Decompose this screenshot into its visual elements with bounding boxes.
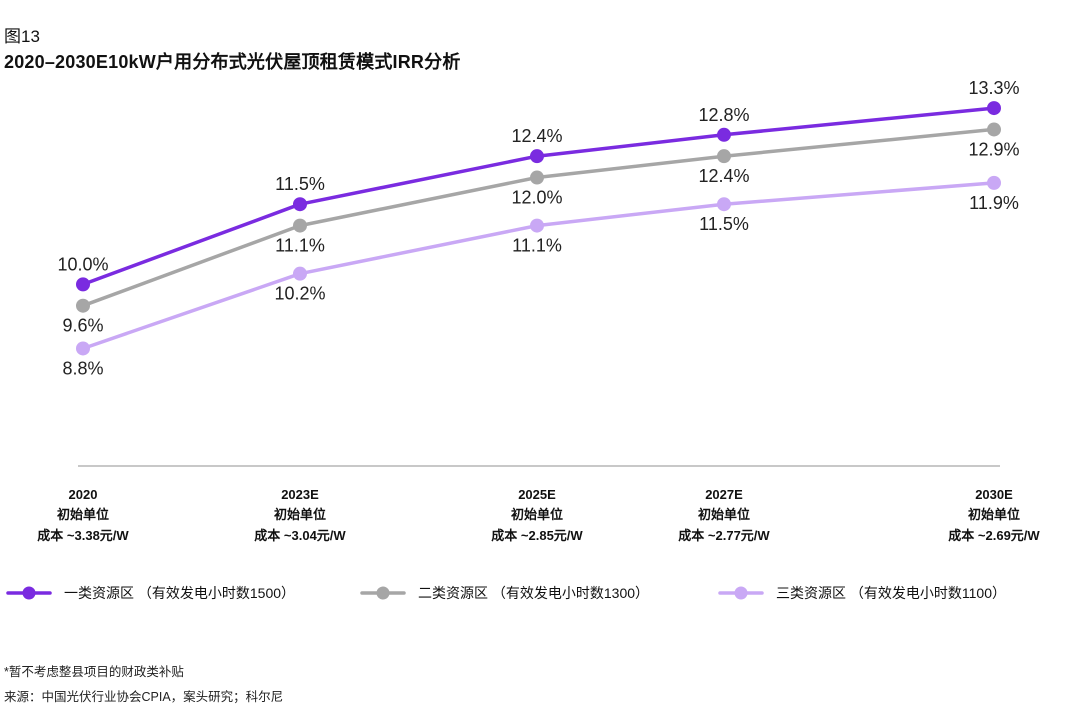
data-label-3: 11.9%: [969, 193, 1019, 213]
footnote-note: *暂不考虑整县项目的财政类补贴: [4, 665, 184, 679]
data-label-2: 12.4%: [698, 166, 749, 186]
data-label-3: 11.1%: [512, 236, 562, 256]
data-label-3: 10.2%: [274, 284, 325, 304]
data-point-1: [76, 277, 90, 292]
legend-label-3: 三类资源区 （有效发电小时数1100）: [776, 585, 1006, 601]
x-tick-label-line1: 初始单位: [274, 507, 326, 522]
data-point-3: [293, 266, 307, 281]
x-tick-label-year: 2030E: [975, 487, 1013, 502]
data-point-1: [987, 101, 1001, 116]
legend-marker-2: [376, 586, 390, 600]
x-tick-label-line1: 初始单位: [968, 507, 1020, 522]
x-tick-label-line1: 初始单位: [698, 507, 750, 522]
data-label-3: 11.5%: [699, 214, 749, 234]
data-label-3: 8.8%: [62, 358, 103, 378]
data-point-3: [717, 197, 731, 212]
legend-marker-3: [734, 586, 748, 600]
data-point-1: [530, 149, 544, 164]
x-tick-label-line2: 成本 ~2.85元/W: [491, 528, 583, 543]
data-point-2: [76, 298, 90, 313]
chart-title: 2020–2030E10kW户用分布式光伏屋顶租赁模式IRR分析: [4, 52, 461, 72]
x-tick-label-line1: 初始单位: [57, 507, 109, 522]
legend-label-1: 一类资源区 （有效发电小时数1500）: [64, 585, 295, 601]
data-point-2: [293, 218, 307, 233]
figure-label: 图13: [4, 27, 40, 46]
data-point-2: [530, 170, 544, 185]
series-line-3: [81, 181, 996, 351]
legend-marker-1: [22, 586, 36, 600]
x-tick-label-line2: 成本 ~2.69元/W: [948, 528, 1040, 543]
data-label-1: 12.4%: [511, 126, 562, 146]
legend-label-2: 二类资源区 （有效发电小时数1300）: [418, 585, 649, 601]
data-point-1: [293, 197, 307, 212]
data-label-1: 11.5%: [275, 174, 325, 194]
footnote-source: 来源：中国光伏行业协会CPIA，案头研究；科尔尼: [4, 690, 284, 704]
x-tick-label-year: 2020: [69, 487, 98, 502]
data-label-2: 11.1%: [275, 236, 325, 256]
data-point-3: [530, 218, 544, 233]
x-tick-label-year: 2023E: [281, 487, 319, 502]
data-label-2: 12.0%: [511, 188, 562, 208]
data-label-1: 12.8%: [698, 105, 749, 125]
data-label-1: 10.0%: [57, 254, 108, 274]
x-tick-label-line1: 初始单位: [511, 507, 563, 522]
x-tick-label-line2: 成本 ~3.38元/W: [37, 528, 129, 543]
x-tick-label-line2: 成本 ~3.04元/W: [254, 528, 346, 543]
data-label-2: 12.9%: [968, 139, 1019, 159]
data-point-2: [717, 149, 731, 164]
data-point-3: [76, 341, 90, 356]
data-point-1: [717, 127, 731, 142]
x-tick-label-year: 2027E: [705, 487, 743, 502]
data-point-2: [987, 122, 1001, 137]
data-label-1: 13.3%: [968, 78, 1019, 98]
x-tick-label-line2: 成本 ~2.77元/W: [678, 528, 770, 543]
data-point-3: [987, 175, 1001, 190]
x-tick-label-year: 2025E: [518, 487, 556, 502]
data-label-2: 9.6%: [62, 316, 103, 336]
